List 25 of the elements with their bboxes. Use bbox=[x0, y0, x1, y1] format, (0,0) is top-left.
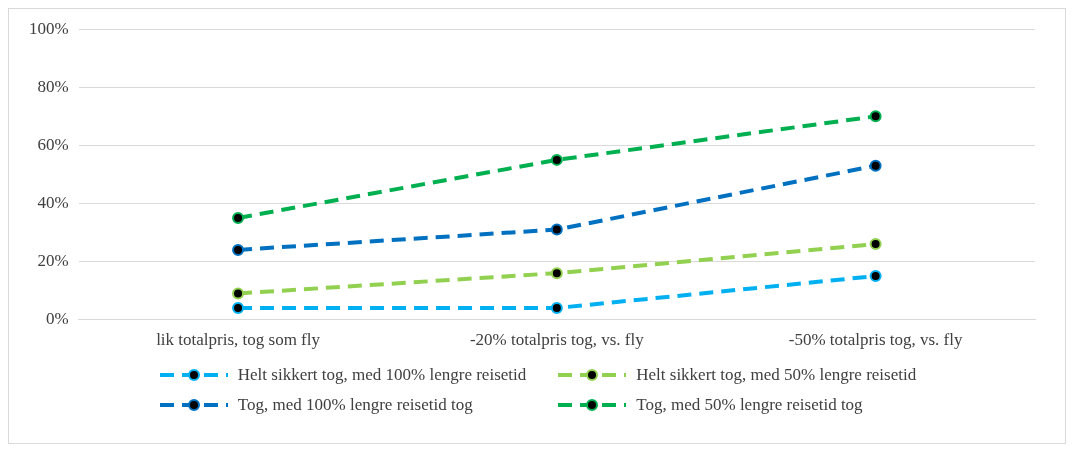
legend-label: Helt sikkert tog, med 50% lengre reisetid bbox=[636, 365, 917, 385]
legend-label: Tog, med 50% lengre reisetid tog bbox=[636, 395, 863, 415]
point bbox=[869, 270, 882, 283]
y-tick-label: 80% bbox=[37, 76, 69, 96]
point bbox=[869, 159, 882, 172]
point bbox=[550, 301, 563, 314]
point bbox=[232, 301, 245, 314]
point bbox=[869, 110, 882, 123]
y-tick-label: 40% bbox=[37, 192, 69, 212]
legend-label: Tog, med 100% lengre reisetid tog bbox=[237, 395, 473, 415]
y-tick-label: 100% bbox=[28, 18, 69, 38]
y-tick-label: 60% bbox=[37, 134, 69, 154]
point bbox=[550, 267, 563, 280]
legend-label: Helt sikkert tog, med 100% lengre reisetid bbox=[237, 365, 527, 385]
point bbox=[550, 223, 563, 236]
y-tick-label: 0% bbox=[45, 309, 69, 329]
x-tick-label: -50% totalpris tog, vs. fly bbox=[788, 330, 963, 350]
x-tick-label: -20% totalpris tog, vs. fly bbox=[469, 330, 645, 350]
point bbox=[232, 243, 245, 256]
point bbox=[550, 153, 563, 166]
point bbox=[232, 211, 245, 224]
point bbox=[869, 238, 882, 251]
point bbox=[232, 287, 245, 300]
x-tick-label: lik totalpris, tog som fly bbox=[156, 330, 321, 350]
y-tick-label: 20% bbox=[37, 250, 69, 270]
